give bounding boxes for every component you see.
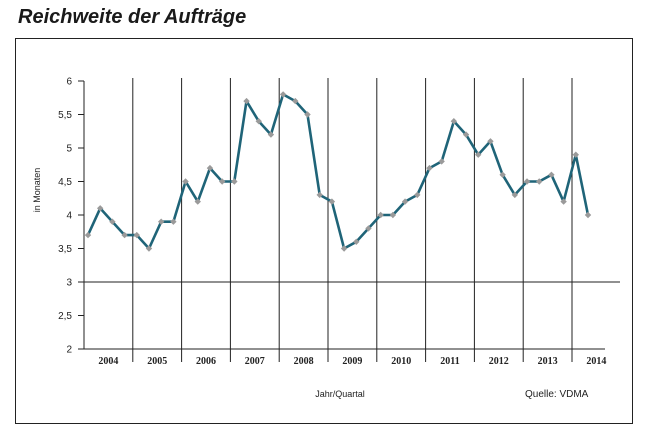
data-point: [316, 191, 323, 199]
data-point: [584, 211, 592, 219]
data-point: [389, 211, 397, 219]
y-axis-label: in Monaten: [32, 168, 42, 213]
data-point: [255, 118, 262, 125]
y-tick-labels: 6 5,5 5 4,5 4 3,5 3 2,5 2: [58, 77, 84, 356]
data-point: [109, 218, 116, 225]
series-line: [86, 93, 590, 250]
x-tick-label: 2010: [391, 356, 411, 367]
data-point: [182, 178, 189, 185]
chart-title: Reichweite der Aufträge: [18, 6, 247, 28]
data-point: [243, 97, 250, 105]
data-point: [377, 211, 384, 219]
source-label: Quelle: VDMA: [525, 389, 589, 400]
data-point: [267, 131, 275, 138]
y-tick-label: 3,5: [58, 244, 72, 255]
x-tick-label: 2004: [98, 356, 118, 367]
data-point: [145, 245, 153, 252]
data-point: [328, 198, 336, 205]
x-tick-label: 2007: [245, 356, 265, 367]
grid-lines: [83, 78, 620, 362]
data-point: [560, 198, 567, 205]
x-tick-labels: 2004 2005 2006 2007 2008 2009 2010 2011 2012 2013…: [98, 356, 606, 367]
data-point: [462, 131, 470, 138]
data-point: [365, 225, 372, 232]
y-tick-label: 6: [66, 77, 72, 88]
data-point: [194, 198, 201, 205]
data-point: [121, 231, 128, 239]
data-point: [304, 111, 311, 118]
data-point: [218, 178, 226, 185]
data-point: [353, 238, 360, 245]
series-layer: [84, 91, 592, 252]
data-point: [438, 158, 445, 165]
x-tick-label: 2013: [538, 356, 558, 367]
y-tick-label: 2: [66, 345, 72, 356]
data-point: [133, 231, 140, 239]
x-tick-label: 2008: [294, 356, 314, 367]
data-point: [572, 151, 580, 158]
data-point: [84, 231, 92, 239]
data-point: [536, 178, 543, 185]
y-tick-label: 4,5: [58, 177, 72, 188]
data-point: [206, 164, 214, 172]
x-axis-label: Jahr/Quartal: [315, 389, 365, 399]
data-point: [292, 97, 299, 105]
x-tick-label: 2006: [196, 356, 216, 367]
data-point: [231, 178, 238, 185]
y-tick-label: 2,5: [58, 311, 72, 322]
data-point: [340, 245, 348, 252]
x-tick-label: 2009: [342, 356, 362, 367]
data-point: [96, 205, 104, 212]
y-tick-label: 3: [66, 278, 72, 289]
y-tick-label: 5: [66, 144, 72, 155]
data-point: [475, 151, 482, 158]
data-point: [487, 138, 494, 145]
data-point: [401, 198, 409, 205]
y-tick-label: 4: [66, 211, 72, 222]
data-point: [279, 91, 287, 98]
x-tick-label: 2011: [440, 356, 459, 367]
chart-frame: [15, 38, 633, 424]
x-tick-label: 2014: [586, 356, 606, 367]
data-point: [157, 218, 165, 225]
data-point: [523, 178, 531, 185]
data-point: [511, 191, 519, 199]
data-point: [499, 171, 506, 178]
data-point: [450, 118, 458, 125]
y-tick-label: 5,5: [58, 110, 72, 121]
data-point: [170, 218, 177, 225]
data-point: [548, 171, 555, 178]
x-tick-label: 2012: [489, 356, 509, 367]
x-tick-label: 2005: [147, 356, 167, 367]
data-point: [426, 164, 433, 172]
data-point: [414, 191, 421, 199]
